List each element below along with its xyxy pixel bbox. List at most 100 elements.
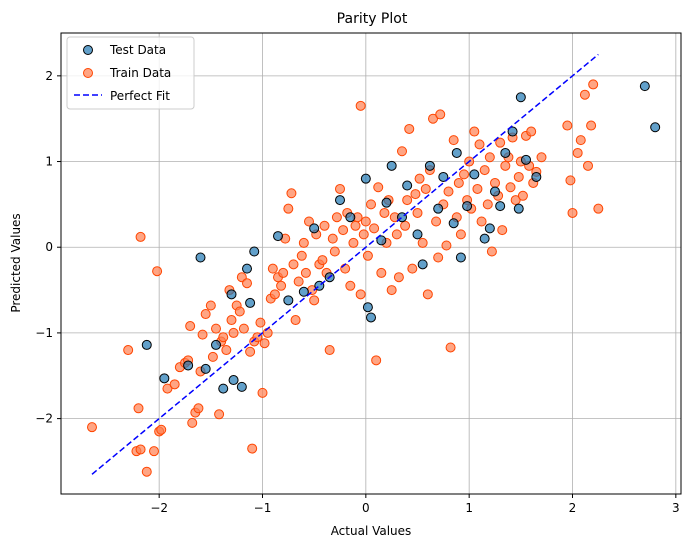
train-data-point bbox=[469, 126, 480, 137]
x-tick-label: 2 bbox=[569, 501, 577, 515]
train-data-point bbox=[472, 183, 483, 194]
train-data-point bbox=[505, 182, 516, 193]
train-data-point bbox=[476, 216, 487, 227]
series-test-points bbox=[141, 81, 661, 394]
test-data-point bbox=[195, 252, 206, 263]
train-data-point bbox=[319, 220, 330, 231]
train-data-point bbox=[255, 317, 266, 328]
train-data-point bbox=[495, 137, 506, 148]
train-data-point bbox=[393, 272, 404, 283]
train-data-point bbox=[317, 255, 328, 266]
test-data-point bbox=[490, 186, 500, 197]
test-data-point bbox=[273, 231, 283, 242]
test-data-point bbox=[650, 122, 661, 133]
train-data-point bbox=[513, 171, 524, 182]
train-data-point bbox=[214, 409, 225, 420]
train-data-point bbox=[269, 289, 280, 300]
train-data-point bbox=[283, 203, 294, 214]
test-data-point bbox=[376, 235, 387, 246]
train-data-point bbox=[453, 177, 464, 188]
test-data-point bbox=[249, 246, 260, 257]
train-data-point bbox=[579, 89, 590, 100]
train-data-point bbox=[221, 345, 232, 356]
train-data-point bbox=[276, 280, 287, 291]
test-data-point bbox=[479, 233, 490, 244]
x-axis-label: Actual Values bbox=[331, 524, 412, 538]
x-tick-label: 0 bbox=[362, 501, 370, 515]
train-data-point bbox=[156, 424, 167, 435]
train-data-point bbox=[484, 152, 495, 163]
plot-frame bbox=[60, 32, 682, 495]
train-data-point bbox=[474, 139, 485, 150]
train-data-point bbox=[407, 263, 418, 274]
train-data-point bbox=[500, 160, 511, 171]
test-data-point bbox=[469, 169, 480, 180]
test-data-point bbox=[433, 203, 444, 214]
train-data-point bbox=[402, 195, 413, 206]
train-data-point bbox=[362, 250, 373, 261]
legend-marker-test bbox=[83, 45, 93, 55]
test-data-point bbox=[200, 363, 211, 374]
test-data-point bbox=[345, 212, 356, 223]
train-data-point bbox=[187, 417, 198, 428]
train-data-point bbox=[327, 233, 338, 244]
train-data-point bbox=[526, 126, 537, 137]
train-data-point bbox=[141, 466, 152, 477]
train-data-point bbox=[369, 223, 380, 234]
train-data-point bbox=[459, 169, 469, 180]
train-data-point bbox=[510, 195, 521, 206]
train-data-point bbox=[298, 237, 309, 248]
train-data-point bbox=[286, 188, 297, 199]
train-data-point bbox=[331, 212, 342, 223]
chart-title: Parity Plot bbox=[337, 11, 408, 27]
train-data-point bbox=[329, 246, 340, 257]
train-data-point bbox=[340, 263, 351, 274]
train-data-point bbox=[397, 146, 407, 157]
train-data-point bbox=[226, 315, 237, 326]
train-data-point bbox=[350, 220, 361, 231]
train-data-point bbox=[218, 332, 229, 343]
train-data-point bbox=[324, 345, 335, 356]
train-data-point bbox=[410, 189, 421, 200]
test-data-point bbox=[513, 203, 524, 214]
test-data-point bbox=[462, 201, 473, 212]
train-data-point bbox=[448, 135, 459, 146]
train-data-point bbox=[433, 252, 444, 263]
train-data-point bbox=[345, 280, 356, 291]
test-data-point bbox=[283, 295, 294, 306]
train-data-point bbox=[197, 329, 208, 340]
test-data-point bbox=[500, 147, 511, 158]
train-data-point bbox=[386, 285, 397, 296]
test-data-point bbox=[226, 289, 237, 300]
train-data-point bbox=[414, 173, 425, 184]
train-data-point bbox=[296, 250, 307, 261]
legend-label-test: Test Data bbox=[109, 43, 166, 57]
test-data-point bbox=[381, 197, 392, 208]
train-data-point bbox=[300, 267, 311, 278]
y-axis-ticks: −2 −1 0 1 2 bbox=[35, 69, 61, 426]
train-data-point bbox=[338, 225, 349, 236]
train-data-point bbox=[278, 267, 289, 278]
train-data-point bbox=[211, 323, 221, 334]
train-data-point bbox=[443, 186, 454, 197]
legend-marker-train bbox=[83, 68, 93, 78]
train-data-point bbox=[435, 109, 446, 120]
train-data-point bbox=[572, 147, 583, 158]
train-data-point bbox=[565, 175, 576, 186]
train-data-point bbox=[355, 289, 366, 300]
test-data-point bbox=[438, 171, 449, 182]
legend-box bbox=[66, 36, 195, 110]
train-data-point bbox=[379, 207, 390, 218]
test-data-point bbox=[228, 375, 239, 386]
train-data-point bbox=[257, 387, 268, 398]
test-data-point bbox=[417, 259, 428, 270]
train-data-point bbox=[417, 237, 428, 248]
train-data-point bbox=[135, 231, 146, 242]
train-data-point bbox=[242, 278, 252, 289]
train-data-point bbox=[562, 120, 573, 131]
train-data-point bbox=[420, 183, 431, 194]
train-data-point bbox=[234, 306, 245, 317]
x-tick-label: 1 bbox=[465, 501, 473, 515]
train-data-point bbox=[575, 135, 586, 146]
test-data-point bbox=[455, 252, 466, 263]
